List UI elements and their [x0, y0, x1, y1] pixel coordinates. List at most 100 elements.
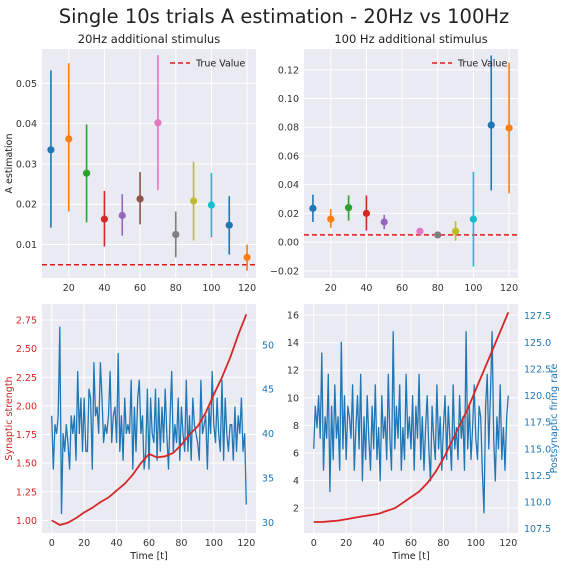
y-axis-label: A estimation [4, 134, 15, 194]
y-tick-label: 2.00 [16, 401, 37, 412]
y-tick-label: 2.50 [16, 344, 37, 355]
x-tick-label: 80 [437, 538, 449, 549]
x-tick-label: 100 [467, 538, 485, 549]
y-tick-label: 16 [287, 311, 299, 322]
y-right-axis-label: Postsynaptic firing rate [549, 363, 560, 473]
data-point [381, 218, 388, 225]
y-tick-label: 2.75 [16, 316, 37, 327]
x-tick-label: 40 [111, 538, 123, 549]
x-tick-label: 80 [170, 283, 182, 294]
y-right-tick-label: 40 [262, 429, 274, 440]
y-tick-label: 0.10 [278, 94, 299, 105]
y-tick-label: −0.02 [270, 266, 299, 277]
y-tick-label: 0.01 [16, 240, 37, 251]
y-tick-label: 0.06 [278, 151, 299, 162]
data-point [208, 201, 215, 208]
y-right-tick-label: 50 [262, 340, 274, 351]
y-tick-label: 0.05 [16, 79, 37, 90]
x-tick-label: 0 [311, 538, 317, 549]
y-right-tick-label: 115.0 [524, 444, 551, 455]
data-point [416, 228, 423, 235]
panel-title: 100 Hz additional stimulus [334, 32, 487, 46]
y-right-tick-label: 35 [262, 473, 274, 484]
y-tick-label: 4 [293, 476, 299, 487]
y-tick-label: 0.02 [278, 209, 299, 220]
y-tick-label: 8 [293, 421, 299, 432]
y-right-tick-label: 107.5 [524, 524, 551, 535]
x-tick-label: 40 [98, 283, 110, 294]
data-point [65, 135, 72, 142]
x-tick-label: 120 [499, 538, 517, 549]
data-point [363, 210, 370, 217]
y-tick-label: 2 [293, 504, 299, 515]
y-right-tick-label: 125.0 [524, 338, 551, 349]
data-point [154, 119, 161, 126]
y-tick-label: 1.00 [16, 516, 37, 527]
y-tick-label: 0.08 [278, 123, 299, 134]
panel-title: 20Hz additional stimulus [78, 32, 220, 46]
y-right-tick-label: 117.5 [524, 418, 551, 429]
x-tick-label: 120 [238, 283, 256, 294]
x-tick-label: 100 [205, 538, 223, 549]
x-tick-label: 60 [405, 538, 417, 549]
x-tick-label: 60 [396, 283, 408, 294]
x-axis-label: Time [t] [391, 551, 429, 562]
y-tick-label: 10 [287, 393, 299, 404]
data-point [101, 216, 108, 223]
x-tick-label: 20 [340, 538, 352, 549]
y-tick-label: 0.04 [278, 180, 299, 191]
data-point [488, 121, 495, 128]
x-tick-label: 40 [373, 538, 385, 549]
panel-20hz-estimation: 20 40 60 80 100 120 0.01 0.02 0.03 0.04 0.05 20Hz a… [4, 32, 256, 294]
data-point [434, 231, 441, 238]
x-tick-label: 20 [78, 538, 90, 549]
y-tick-label: 0.12 [278, 65, 299, 76]
x-tick-label: 20 [325, 283, 337, 294]
data-point [172, 231, 179, 238]
y-tick-label: 6 [293, 448, 299, 459]
y-tick-label: 1.75 [16, 430, 37, 441]
x-tick-label: 120 [237, 538, 255, 549]
x-tick-label: 100 [202, 283, 220, 294]
y-tick-label: 2.25 [16, 373, 37, 384]
x-tick-label: 60 [134, 283, 146, 294]
y-axis-label: Synaptic strength [4, 376, 15, 460]
data-point [452, 228, 459, 235]
y-right-tick-label: 127.5 [524, 311, 551, 322]
y-right-tick-label: 45 [262, 385, 274, 396]
legend-label: True Value [195, 59, 245, 70]
x-tick-label: 80 [432, 283, 444, 294]
y-tick-label: 0.00 [278, 238, 299, 249]
x-tick-label: 60 [143, 538, 155, 549]
data-point [243, 254, 250, 261]
y-tick-label: 1.50 [16, 459, 37, 470]
y-right-tick-label: 122.5 [524, 364, 551, 375]
data-point [505, 124, 512, 131]
y-tick-label: 0.02 [16, 200, 37, 211]
y-right-tick-label: 112.5 [524, 471, 551, 482]
data-point [309, 205, 316, 212]
data-point [190, 197, 197, 204]
y-tick-label: 14 [287, 338, 299, 349]
plot-background [304, 49, 518, 278]
x-tick-label: 20 [63, 283, 75, 294]
data-point [47, 146, 54, 153]
figure-title: Single 10s trials A estimation - 20Hz vs… [59, 5, 510, 28]
y-tick-label: 12 [287, 366, 299, 377]
data-point [119, 212, 126, 219]
x-tick-label: 80 [175, 538, 187, 549]
y-tick-label: 0.04 [16, 119, 37, 130]
x-tick-label: 40 [360, 283, 372, 294]
x-axis-label: Time [t] [129, 551, 167, 562]
data-point [83, 170, 90, 177]
panel-100hz-estimation: 20 40 60 80 100 120 −0.02 0.00 0.02 0.04 0.06 0.08 0… [270, 32, 518, 294]
data-point [136, 195, 143, 202]
y-right-tick-label: 120.0 [524, 391, 551, 402]
x-tick-label: 100 [464, 283, 482, 294]
y-tick-label: 1.25 [16, 487, 37, 498]
y-right-tick-label: 110.0 [524, 498, 551, 509]
x-tick-label: 120 [500, 283, 518, 294]
data-point [470, 216, 477, 223]
data-point [345, 204, 352, 211]
data-point [327, 216, 334, 223]
